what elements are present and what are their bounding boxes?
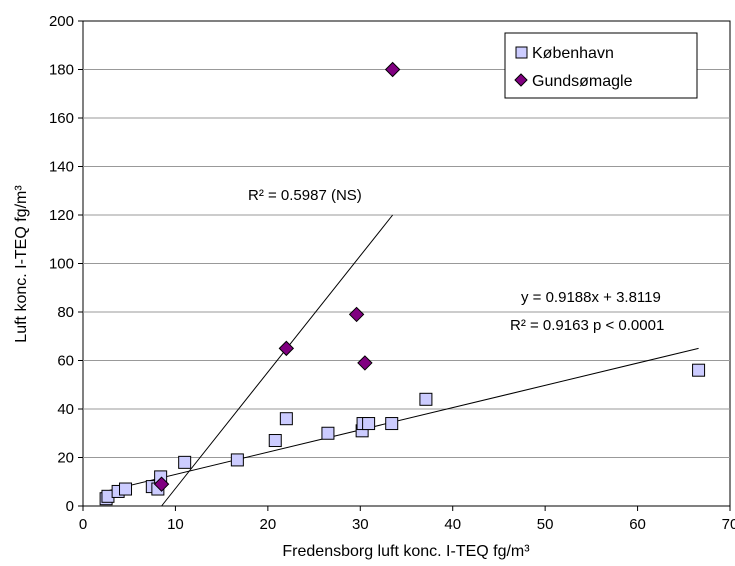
y-tick-label: 140 [49,159,74,176]
x-tick-label: 40 [444,516,461,533]
series-kobenhavn-points [99,363,706,506]
data-point-kobenhavn [321,426,335,440]
annotation-kobenhavn-r2: R² = 0.9163 p < 0.0001 [510,317,664,334]
data-point-kobenhavn [230,453,244,467]
y-tick-label: 0 [66,498,74,515]
y-tick-label: 80 [57,304,74,321]
axes [78,20,731,511]
x-axis-title: Fredensborg luft konc. I-TEQ fg/m³ [282,543,530,560]
y-tick-label: 120 [49,207,74,224]
data-point-kobenhavn [385,417,399,431]
data-point-kobenhavn [362,417,376,431]
y-tick-label: 100 [49,256,74,273]
x-tick-label: 0 [79,516,87,533]
trend-lines [105,214,699,507]
legend-label-kobenhavn: København [532,45,614,62]
legend-label-gundsomagle: Gundsømagle [532,73,633,90]
data-point-kobenhavn [279,412,293,426]
legend-box [504,32,698,99]
legend-marker-gundsomagle [514,73,528,87]
data-point-kobenhavn [119,482,133,496]
trendline-gundsmagle [161,214,394,507]
y-tick-label: 160 [49,110,74,127]
x-tick-label: 60 [629,516,646,533]
x-tick-label: 50 [537,516,554,533]
y-tick-label: 60 [57,353,74,370]
annotation-kobenhavn-equation: y = 0.9188x + 3.8119 [521,289,661,306]
x-tick-label: 70 [722,516,735,533]
x-tick-label: 20 [260,516,277,533]
annotation-gundsomagle-r2: R² = 0.5987 (NS) [248,187,362,204]
data-point-kobenhavn [419,392,433,406]
data-point-gundsomagle [278,340,295,357]
data-point-kobenhavn [692,363,706,377]
y-tick-label: 20 [57,450,74,467]
legend: København Gundsømagle [504,32,698,99]
x-tick-label: 30 [352,516,369,533]
y-axis-title: Luft konc. I-TEQ fg/m³ [13,185,30,343]
x-tick-label: 10 [167,516,184,533]
trendline-kbenhavn [105,347,699,492]
y-tick-label: 200 [49,13,74,30]
series-gundsomagle-points [153,61,401,492]
y-tick-label: 40 [57,401,74,418]
data-point-gundsomagle [357,355,373,371]
data-point-gundsomagle [348,306,365,323]
data-point-kobenhavn [268,434,282,448]
data-point-gundsomagle [384,61,401,78]
legend-marker-kobenhavn [515,46,528,59]
data-point-kobenhavn [178,455,192,469]
data-point-gundsomagle [153,476,170,492]
tick-labels: 0 20 40 60 80 100 120 140 160 180 200 0 10 20 30 40 50 60… [49,13,735,533]
y-tick-label: 180 [49,62,74,79]
